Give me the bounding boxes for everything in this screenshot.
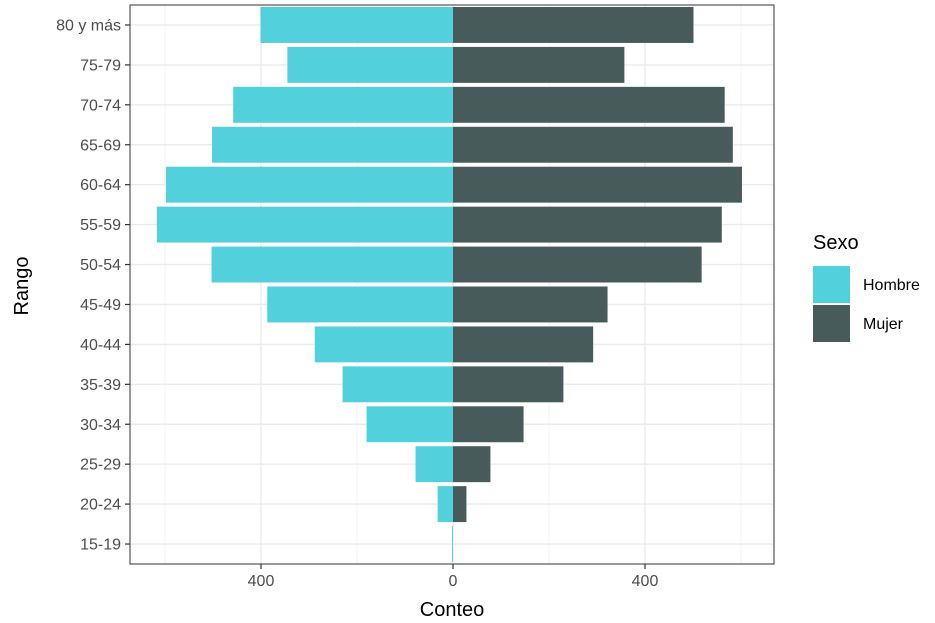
legend-label-mujer: Mujer xyxy=(863,316,904,333)
bar-hombre xyxy=(156,206,453,243)
bar-hombre xyxy=(211,246,453,283)
bars xyxy=(156,6,742,563)
bar-mujer xyxy=(453,446,491,483)
bar-mujer xyxy=(453,486,467,523)
y-tick-label: 75-79 xyxy=(80,57,121,74)
bar-mujer xyxy=(453,246,702,283)
y-tick-label: 55-59 xyxy=(80,217,121,234)
legend-label-hombre: Hombre xyxy=(863,277,920,294)
legend-title: Sexo xyxy=(813,232,859,254)
bar-hombre xyxy=(260,6,453,43)
bar-mujer xyxy=(453,406,524,443)
y-tick-label: 70-74 xyxy=(80,97,121,114)
y-tick-label: 25-29 xyxy=(80,457,121,474)
bar-mujer xyxy=(453,326,594,363)
y-tick-label: 60-64 xyxy=(80,177,121,194)
bar-hombre xyxy=(342,366,453,403)
bar-hombre xyxy=(366,406,453,443)
y-tick-label: 15-19 xyxy=(80,537,121,554)
x-tick-label: 400 xyxy=(632,573,659,590)
bar-hombre xyxy=(314,326,453,363)
bar-mujer xyxy=(453,166,742,203)
panel-border xyxy=(129,4,775,565)
bar-mujer xyxy=(453,86,725,123)
bar-hombre xyxy=(212,126,453,163)
bar-hombre xyxy=(437,486,453,523)
bar-hombre xyxy=(415,446,453,483)
y-tick-label: 45-49 xyxy=(80,297,121,314)
y-tick-label: 20-24 xyxy=(80,497,121,514)
legend-key-mujer xyxy=(813,305,850,342)
x-axis: 400 0 400 xyxy=(248,564,659,590)
y-tick-label: 40-44 xyxy=(80,337,121,354)
bar-mujer xyxy=(453,126,733,163)
bar-mujer xyxy=(453,46,625,83)
y-tick-label: 35-39 xyxy=(80,377,121,394)
bar-mujer xyxy=(453,206,722,243)
bar-mujer xyxy=(453,6,694,43)
y-axis-title: Rango xyxy=(11,257,33,316)
bar-hombre xyxy=(233,86,453,123)
bar-hombre xyxy=(267,286,453,323)
y-tick-label: 80 y más xyxy=(56,17,121,34)
x-tick-label: 400 xyxy=(248,573,275,590)
bar-mujer xyxy=(453,366,564,403)
x-tick-label: 0 xyxy=(449,573,458,590)
bar-hombre xyxy=(287,46,453,83)
bar-hombre xyxy=(165,166,453,203)
legend-key-hombre xyxy=(813,266,850,303)
legend: Sexo Hombre Mujer xyxy=(813,232,920,342)
y-axis: 15-19 20-24 25-29 30-34 35-39 40-44 45-49 50-54… xyxy=(56,17,130,554)
y-tick-label: 65-69 xyxy=(80,137,121,154)
y-tick-label: 30-34 xyxy=(80,417,121,434)
x-axis-title: Conteo xyxy=(420,599,485,621)
y-tick-label: 50-54 xyxy=(80,257,121,274)
bar-mujer xyxy=(453,286,608,323)
bar-hombre xyxy=(452,526,453,563)
